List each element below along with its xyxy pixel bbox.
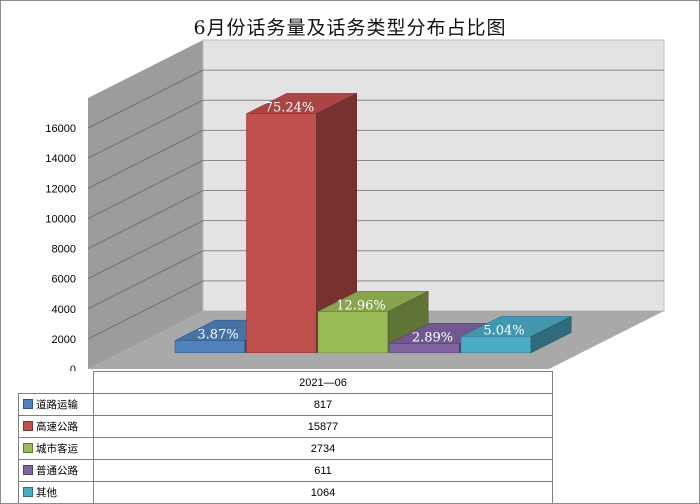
gridline-side xyxy=(87,190,204,250)
legend-key xyxy=(23,443,33,453)
chart-title: 6月份话务量及话务类型分布占比图 xyxy=(193,17,507,39)
legend-entry: 普通公路 xyxy=(18,459,94,482)
gridline-side xyxy=(87,99,204,159)
bar xyxy=(246,92,357,354)
gridline-side xyxy=(87,220,204,280)
y-tick-label: 0 xyxy=(70,364,76,371)
gridline-side xyxy=(87,129,204,189)
data-label: 3.87% xyxy=(197,327,238,342)
table-corner xyxy=(18,371,94,394)
legend-key xyxy=(23,399,33,409)
bar-front xyxy=(460,336,532,354)
table-row: 普通公路 611 xyxy=(18,459,553,482)
series-name: 其他 xyxy=(36,487,57,499)
y-tick-label: 10000 xyxy=(45,213,76,225)
gridline-side xyxy=(87,159,204,219)
legend-entry: 高速公路 xyxy=(18,415,94,438)
data-label: 2.89% xyxy=(412,331,453,346)
series-name: 城市客运 xyxy=(36,443,78,455)
table-value: 15877 xyxy=(93,415,553,438)
y-tick-label: 16000 xyxy=(45,123,76,135)
bar-front xyxy=(317,311,389,354)
table-value: 2734 xyxy=(93,437,553,460)
series-name: 高速公路 xyxy=(36,421,78,433)
y-tick-label: 2000 xyxy=(52,334,76,346)
table-row: 道路运输 817 xyxy=(18,393,553,416)
plot-area: 0 2000 4000 6000 8000 10000 12000 14000 16000 3.… xyxy=(45,39,665,371)
table-value: 611 xyxy=(93,459,553,482)
y-tick-label: 14000 xyxy=(45,153,76,165)
bar-side xyxy=(530,315,572,354)
y-axis: 0 2000 4000 6000 8000 10000 12000 14000 16000 xyxy=(45,123,76,371)
series-name: 普通公路 xyxy=(36,465,78,477)
legend-entry: 其他 xyxy=(18,481,94,503)
data-label: 5.04% xyxy=(483,324,524,339)
data-labels: 3.87% 75.24% 12.96% 2.89% 5.04% xyxy=(197,101,524,346)
legend-key xyxy=(23,465,33,475)
y-tick-label: 6000 xyxy=(52,274,76,286)
table-row: 高速公路 15877 xyxy=(18,415,553,438)
legend-entry: 道路运输 xyxy=(18,393,94,416)
series-name: 道路运输 xyxy=(36,399,78,411)
data-label: 75.24% xyxy=(265,101,315,116)
legend-entry: 城市客运 xyxy=(18,437,94,460)
side-wall xyxy=(88,40,203,369)
y-tick-label: 8000 xyxy=(52,244,76,256)
bars xyxy=(174,92,572,354)
bar-front xyxy=(246,113,317,354)
table-value: 1064 xyxy=(93,481,553,503)
table-row: 城市客运 2734 xyxy=(18,437,553,460)
table-row: 其他 1064 xyxy=(18,481,553,503)
gridline-side xyxy=(87,250,204,310)
y-tick-label: 4000 xyxy=(52,304,76,316)
y-tick-label: 12000 xyxy=(45,183,76,195)
data-label: 12.96% xyxy=(336,299,386,314)
table-value: 817 xyxy=(93,393,553,416)
gridline-side xyxy=(87,69,204,129)
gridline-side xyxy=(87,280,204,340)
legend-key xyxy=(23,487,33,497)
bar xyxy=(460,315,572,354)
data-table: 2021—06 道路运输 817 高速公路 15877 城市客运 2734 普通… xyxy=(18,371,553,503)
category-header: 2021—06 xyxy=(93,371,553,394)
legend-key xyxy=(23,421,33,431)
